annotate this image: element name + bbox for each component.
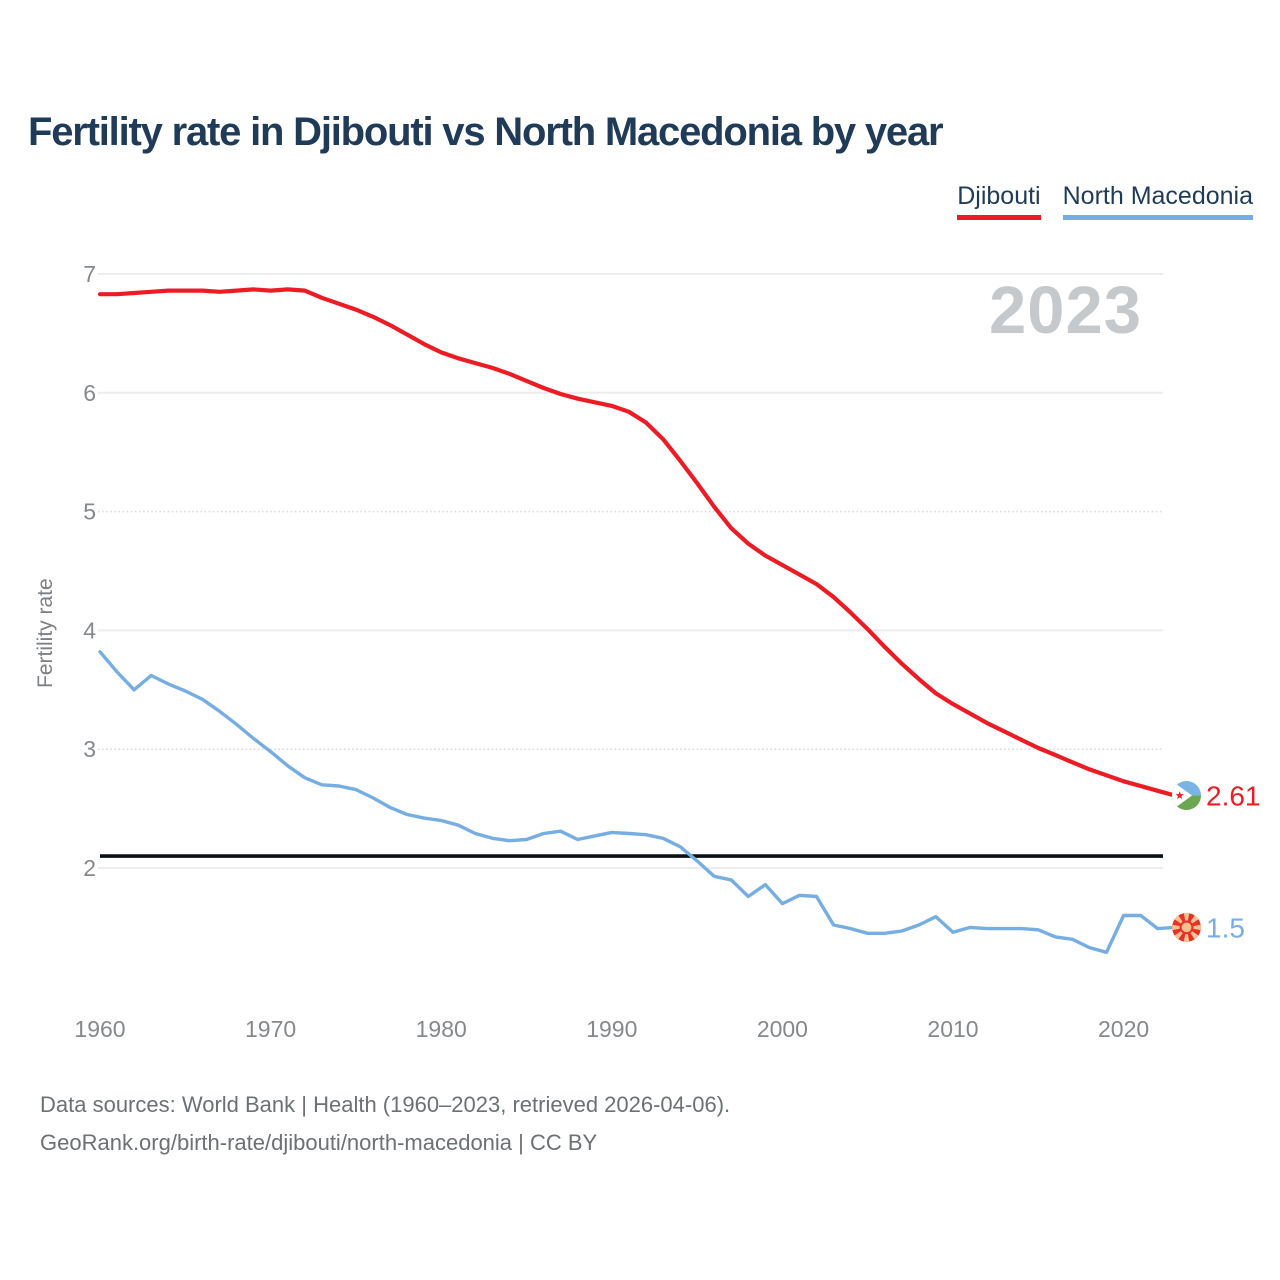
x-tick-1990: 1990 xyxy=(586,1016,637,1042)
end-value-djibouti: 2.61 xyxy=(1206,781,1261,812)
y-axis-label: Fertility rate xyxy=(34,578,57,688)
y-tick-4: 4 xyxy=(83,617,96,643)
x-tick-2020: 2020 xyxy=(1098,1016,1149,1042)
x-tick-1970: 1970 xyxy=(245,1016,296,1042)
page-title: Fertility rate in Djibouti vs North Mace… xyxy=(28,110,944,154)
legend-underline-north-macedonia xyxy=(1062,215,1253,220)
legend-underline-djibouti xyxy=(957,215,1041,220)
line-djibouti xyxy=(97,287,1177,798)
x-tick-2000: 2000 xyxy=(757,1016,808,1042)
x-tick-1960: 1960 xyxy=(74,1016,125,1042)
legend-label-north-macedonia: North Macedonia xyxy=(1062,182,1253,210)
legend-label-djibouti: Djibouti xyxy=(957,182,1041,210)
chart-legend: Djibouti North Macedonia xyxy=(957,182,1253,220)
x-tick-2010: 2010 xyxy=(927,1016,978,1042)
footer-data-sources: Data sources: World Bank | Health (1960–… xyxy=(40,1092,731,1117)
x-tick-1980: 1980 xyxy=(416,1016,467,1042)
year-watermark: 2023 xyxy=(988,273,1142,348)
footer-attribution: GeoRank.org/birth-rate/djibouti/north-ma… xyxy=(40,1130,598,1155)
y-tick-7: 7 xyxy=(83,261,96,287)
line-north-macedonia xyxy=(98,650,1177,954)
footer: Data sources: World Bank | Health (1960–… xyxy=(40,1086,730,1162)
north-macedonia-flag-icon xyxy=(1172,912,1201,942)
legend-item-djibouti[interactable]: Djibouti xyxy=(957,182,1041,220)
y-tick-2: 2 xyxy=(83,855,96,881)
end-value-north-macedonia: 1.5 xyxy=(1206,912,1245,943)
y-tick-5: 5 xyxy=(83,499,96,525)
legend-item-north-macedonia[interactable]: North Macedonia xyxy=(1062,182,1253,220)
y-tick-6: 6 xyxy=(83,380,96,406)
y-tick-3: 3 xyxy=(83,736,96,762)
djibouti-flag-icon xyxy=(1172,781,1201,811)
